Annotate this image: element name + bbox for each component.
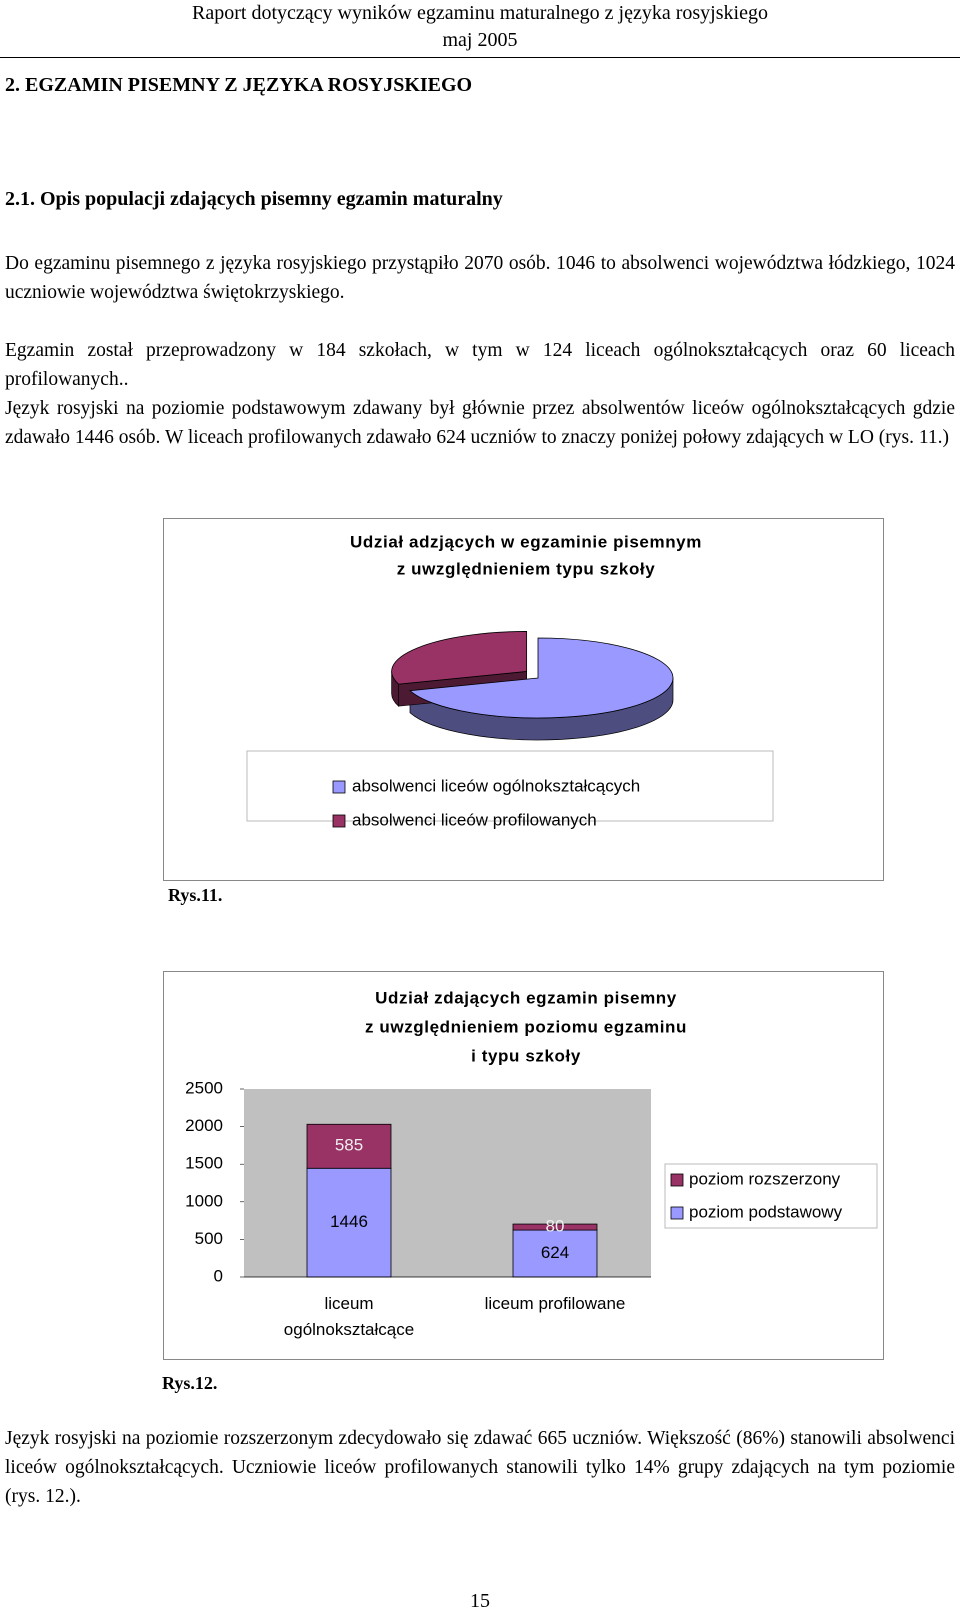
pie-chart: Udział adzjących w egzaminie pisemnym z u… [163,518,884,881]
y-tick-label: 2000 [185,1116,223,1135]
chart-title: Udział zdających egzamin pisemny [375,988,677,1007]
header-date: maj 2005 [442,29,518,51]
chart-title: Udział adzjących w egzaminie pisemnym [350,532,702,551]
y-tick-label: 500 [195,1229,223,1248]
pie-slice [409,637,674,719]
legend-label: poziom podstawowy [689,1202,843,1221]
data-label: 1446 [330,1212,368,1231]
bar-segment [512,1229,598,1278]
subsection-title: 2.1. Opis populacji zdających pisemny eg… [5,188,503,210]
data-label: 624 [541,1243,569,1262]
legend-swatch [332,780,346,794]
page-number: 15 [470,1590,490,1612]
y-tick-label: 2500 [185,1078,223,1097]
x-tick-label-box: liceum ogólnokształcące [283,1294,415,1339]
y-tick-label: 0 [214,1266,223,1285]
bar-segment [512,1223,598,1231]
figure-caption: Rys.11. [168,885,223,905]
chart-title: z uwzględnieniem poziomu egzaminu [365,1017,687,1036]
x-tick-label: liceum profilowane [484,1294,626,1313]
paragraph: Język rosyjski na poziomie rozszerzonym … [5,1428,955,1507]
legend-box [664,1163,878,1229]
x-tick-label: liceum ogólnokształcące [283,1294,415,1339]
section-title: 2. EGZAMIN PISEMNY Z JĘZYKA ROSYJSKIEGO [5,74,473,96]
paragraph: Do egzaminu pisemnego z języka rosyjskie… [5,253,955,303]
data-label: 585 [335,1136,363,1155]
y-tick-label: 1500 [185,1154,223,1173]
legend-swatch [332,814,346,828]
header-rule [0,57,960,58]
bar-segment [306,1167,392,1278]
chart-title: z uwzględnieniem typu szkoły [397,559,656,578]
data-label: 80 [546,1217,565,1236]
figure-caption: Rys.12. [162,1373,218,1393]
legend-label: absolwenci liceów ogólnokształcących [352,776,640,795]
legend-label: poziom rozszerzony [689,1169,841,1188]
legend-swatch [670,1206,684,1220]
bar-segment [306,1123,392,1169]
legend-label: absolwenci liceów profilowanych [352,810,597,829]
paragraph: Język rosyjski na poziomie podstawowym z… [5,398,955,448]
header-title: Raport dotyczący wyników egzaminu matura… [192,2,768,24]
paragraph: Egzamin został przeprowadzony w 184 szko… [5,340,955,390]
chart-title: i typu szkoły [471,1046,581,1065]
x-tick-label-box: liceum profilowane [484,1294,626,1313]
legend-swatch [670,1173,684,1187]
pie-slice [391,631,528,685]
bar-chart: Udział zdających egzamin pisemny z uwzglę… [163,971,884,1360]
y-tick-label: 1000 [185,1191,223,1210]
